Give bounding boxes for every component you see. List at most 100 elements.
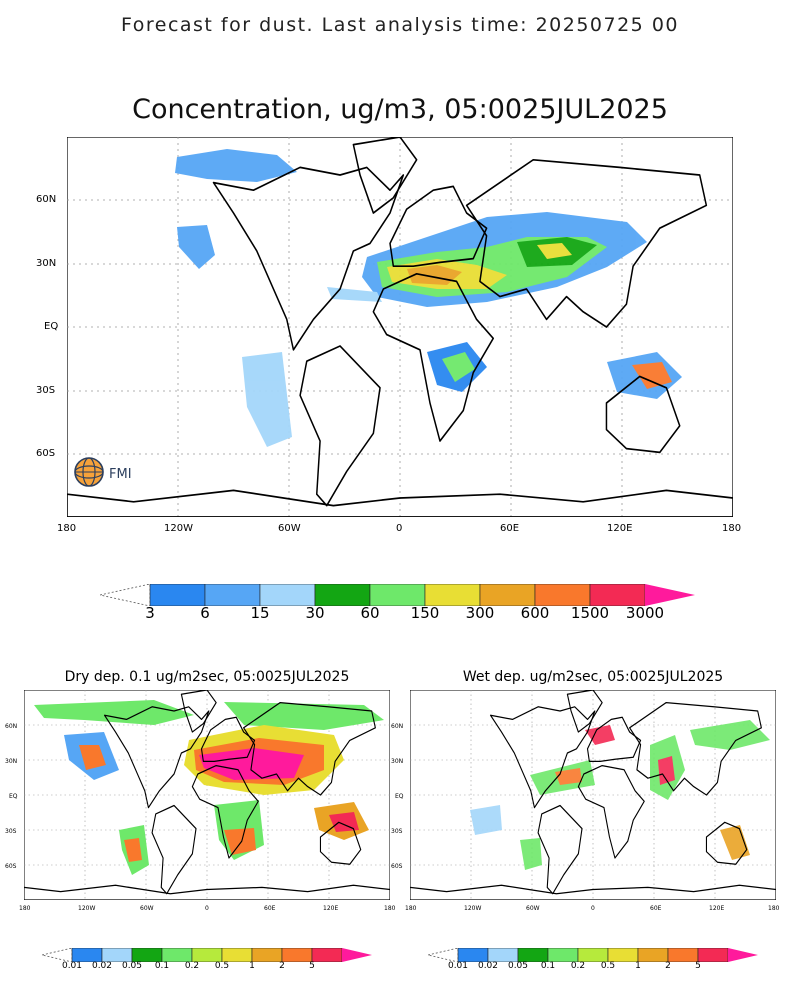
lat-label: 30N	[36, 258, 57, 269]
colorbar-label: 5	[695, 961, 701, 971]
colorbar-swatch	[251, 948, 283, 962]
colorbar-label: 0.01	[447, 961, 469, 971]
colorbar-arrow-end	[728, 948, 758, 962]
colorbar-swatch	[71, 948, 103, 962]
fmi-logo-text: FMI	[109, 467, 132, 482]
colorbar-swatch	[149, 584, 206, 606]
colorbar-label: 15	[250, 604, 270, 622]
colorbar-arrow-end	[342, 948, 372, 962]
lon-label: 180	[57, 523, 77, 534]
lon-label: 60W	[140, 905, 154, 912]
colorbar-label: 3	[145, 604, 155, 622]
colorbar-swatch	[191, 948, 223, 962]
colorbar-arrow-end	[645, 584, 695, 606]
colorbar-swatch	[517, 948, 549, 962]
colorbar-swatch	[697, 948, 729, 962]
fmi-logo	[74, 457, 104, 487]
lon-label: 0	[396, 523, 403, 534]
colorbar-label: 300	[465, 604, 495, 622]
colorbar-label: 2	[665, 961, 671, 971]
lat-label: 30S	[36, 385, 56, 396]
colorbar-swatch	[607, 948, 639, 962]
colorbar-label: 1500	[570, 604, 610, 622]
colorbar-label: 0.1	[154, 961, 170, 971]
dry-deposition-map[interactable]	[24, 690, 390, 900]
lon-label: 120E	[323, 905, 339, 912]
lon-label: 180	[722, 523, 742, 534]
wet-deposition-colorbar	[428, 948, 758, 962]
lat-label: 30N	[5, 758, 18, 765]
lon-label: 0	[205, 905, 209, 912]
colorbar-swatch	[479, 584, 536, 606]
colorbar-label: 0.5	[600, 961, 616, 971]
colorbar-swatch	[637, 948, 669, 962]
colorbar-swatch	[577, 948, 609, 962]
colorbar-swatch	[487, 948, 519, 962]
colorbar-label: 1	[635, 961, 641, 971]
colorbar-label: 0.2	[570, 961, 586, 971]
lon-label: 120E	[607, 523, 633, 534]
colorbar-swatch	[281, 948, 313, 962]
colorbar-label: 60	[360, 604, 380, 622]
colorbar-swatch	[221, 948, 253, 962]
colorbar-swatch	[457, 948, 489, 962]
colorbar-swatch	[204, 584, 261, 606]
wet-deposition-title: Wet dep. ug/m2sec, 05:0025JUL2025	[462, 669, 724, 685]
lat-label: EQ	[395, 793, 404, 800]
colorbar-label: 600	[520, 604, 550, 622]
lat-label: 60S	[36, 448, 56, 459]
colorbar-label: 0.02	[91, 961, 113, 971]
colorbar-label: 1	[249, 961, 255, 971]
colorbar-swatch	[369, 584, 426, 606]
colorbar-label: 6	[200, 604, 210, 622]
colorbar-open-end	[100, 584, 151, 606]
colorbar-open-end	[42, 948, 73, 962]
colorbar-label: 5	[309, 961, 315, 971]
colorbar-swatch	[161, 948, 193, 962]
lat-label: 30S	[5, 828, 17, 835]
colorbar-swatch	[534, 584, 591, 606]
colorbar-swatch	[259, 584, 316, 606]
colorbar-swatch	[589, 584, 646, 606]
colorbar-swatch	[311, 948, 343, 962]
lon-label: 60E	[264, 905, 276, 912]
lon-label: 60E	[500, 523, 520, 534]
colorbar-label: 3000	[625, 604, 665, 622]
lon-label: 120E	[709, 905, 725, 912]
concentration-map[interactable]: FMI	[67, 137, 733, 517]
colorbar-label: 0.01	[61, 961, 83, 971]
colorbar-label: 0.02	[477, 961, 499, 971]
lat-label: EQ	[9, 793, 18, 800]
lon-label: 60E	[650, 905, 662, 912]
concentration-map-title: Concentration, ug/m3, 05:0025JUL2025	[132, 94, 668, 125]
colorbar-label: 0.1	[540, 961, 556, 971]
forecast-header: Forecast for dust. Last analysis time: 2…	[120, 14, 679, 36]
colorbar-swatch	[314, 584, 371, 606]
colorbar-open-end	[428, 948, 459, 962]
wet-deposition-map[interactable]	[410, 690, 776, 900]
colorbar-label: 0.05	[121, 961, 143, 971]
colorbar-swatch	[101, 948, 133, 962]
lat-label: 30N	[391, 758, 404, 765]
lon-label: 120W	[164, 523, 193, 534]
dry-deposition-colorbar	[42, 948, 372, 962]
lat-label: EQ	[44, 321, 59, 332]
colorbar-swatch	[667, 948, 699, 962]
colorbar-label: 150	[410, 604, 440, 622]
dry-deposition-title: Dry dep. 0.1 ug/m2sec, 05:0025JUL2025	[64, 669, 350, 685]
colorbar-label: 0.2	[184, 961, 200, 971]
lon-label: 180	[768, 905, 780, 912]
lon-label: 120W	[464, 905, 482, 912]
lon-label: 120W	[78, 905, 96, 912]
lat-label: 60S	[391, 863, 403, 870]
lon-label: 0	[591, 905, 595, 912]
colorbar-swatch	[547, 948, 579, 962]
lat-label: 60N	[391, 723, 404, 730]
lon-label: 60W	[526, 905, 540, 912]
colorbar-label: 0.5	[214, 961, 230, 971]
lon-label: 180	[19, 905, 31, 912]
lat-label: 30S	[391, 828, 403, 835]
colorbar-swatch	[131, 948, 163, 962]
colorbar-swatch	[424, 584, 481, 606]
concentration-colorbar	[100, 584, 695, 606]
